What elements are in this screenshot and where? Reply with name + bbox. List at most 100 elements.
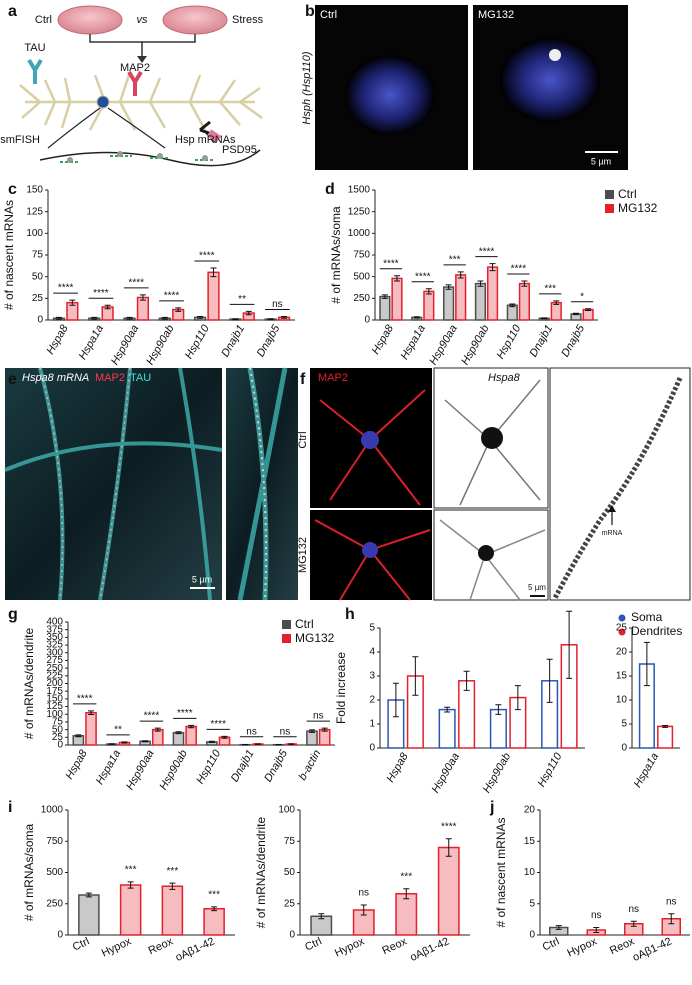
bar <box>437 846 460 936</box>
y-tick-label: 2 <box>369 695 375 706</box>
bar <box>207 271 220 321</box>
label: TAU <box>130 372 151 384</box>
error-bar <box>393 275 400 282</box>
y-tick-label: 500 <box>353 271 370 282</box>
significance-label: ns <box>591 910 602 921</box>
significance-label: **** <box>164 291 180 302</box>
y-axis-label: # of mRNAs/dendrite <box>254 816 268 928</box>
y-tick-label: 750 <box>46 836 63 847</box>
bar <box>185 725 197 746</box>
significance-label: **** <box>93 288 109 299</box>
significance-label: **** <box>441 821 457 832</box>
error-bar <box>88 710 95 716</box>
error-bar <box>175 307 182 312</box>
x-tick-label: Dnajb5 <box>255 322 283 359</box>
error-bar <box>197 316 204 319</box>
x-tick-label: Hspa1a <box>632 751 661 790</box>
panel-label: a <box>8 3 17 20</box>
label: Ctrl <box>320 9 337 21</box>
y-tick-label: 125 <box>26 206 43 217</box>
panel-label: g <box>8 606 18 623</box>
bar <box>136 296 150 321</box>
bar <box>395 893 418 936</box>
significance-label: ns <box>628 904 639 915</box>
y-tick-label: 1500 <box>348 185 371 196</box>
x-tick-label: Hspa8 <box>64 747 91 781</box>
label: Hspa8 <box>488 372 521 384</box>
significance-label: ns <box>272 299 283 310</box>
y-tick-label: 4 <box>369 647 375 658</box>
significance-label: **** <box>199 251 215 262</box>
panel-label: h <box>345 606 355 623</box>
error-bar <box>495 704 502 715</box>
y-tick-label: 100 <box>46 709 63 720</box>
error-bar <box>573 312 580 316</box>
x-tick-label: Hspa8 <box>370 322 397 356</box>
y-tick-label: 0 <box>57 930 63 941</box>
y-axis-label: # of mRNAs/soma <box>329 206 343 304</box>
y-tick-label: 75 <box>284 836 296 847</box>
significance-label: *** <box>400 871 412 882</box>
error-bar <box>121 741 128 744</box>
micrograph <box>4 367 298 601</box>
x-tick-label: Hypox <box>333 935 367 959</box>
error-bar <box>55 316 62 320</box>
y-tick-label: 5 <box>621 719 627 730</box>
significance-label: **** <box>177 708 193 719</box>
error-bar <box>585 308 592 311</box>
label: Hspa8 mRNA <box>22 372 89 384</box>
y-tick-label: 1 <box>369 719 375 730</box>
error-bar <box>245 310 252 316</box>
significance-label: **** <box>77 694 93 705</box>
x-tick-label: oAβ1-42 <box>408 935 451 964</box>
y-tick-label: 1000 <box>348 228 371 239</box>
y-tick-label: 50 <box>284 867 296 878</box>
label: Hsph (Hsp110) <box>301 51 313 124</box>
error-bar <box>267 318 274 321</box>
bar <box>306 730 318 746</box>
label: vs <box>137 14 149 26</box>
y-tick-label: 225 <box>46 670 63 681</box>
y-tick-label: 75 <box>32 250 44 261</box>
label: TAU <box>24 42 45 54</box>
legend-label: Ctrl <box>618 187 637 201</box>
panel-label: j <box>489 799 494 816</box>
scale-label: 5 µm <box>192 574 212 584</box>
x-tick-label: Hspa8 <box>384 750 411 784</box>
bar <box>423 290 435 321</box>
legend-swatch <box>605 190 614 199</box>
panel-label: d <box>325 181 335 198</box>
error-bar <box>91 316 98 320</box>
significance-label: *** <box>125 865 137 876</box>
bar <box>489 708 507 749</box>
x-tick-label: Hsp90aa <box>109 323 141 367</box>
scale-label: 5 µm <box>591 156 611 166</box>
error-bar <box>127 881 134 889</box>
x-tick-label: Dnajb5 <box>262 747 290 784</box>
error-bar <box>321 727 328 732</box>
error-bar <box>208 740 215 744</box>
legend-swatch <box>282 620 291 629</box>
label: MAP2 <box>318 372 348 384</box>
y-tick-label: 325 <box>46 640 63 651</box>
y-axis-label: # of mRNAs/dendrite <box>22 627 36 739</box>
bar <box>379 295 391 321</box>
y-tick-label: 0 <box>37 315 43 326</box>
y-tick-label: 10 <box>616 695 628 706</box>
y-axis-label: Fold increase <box>334 652 348 724</box>
error-bar <box>521 280 528 287</box>
error-bar <box>232 318 239 321</box>
significance-label: ns <box>358 888 369 899</box>
y-tick-label: 375 <box>46 624 63 635</box>
bar <box>172 731 185 746</box>
error-bar <box>403 888 410 900</box>
error-bar <box>457 271 464 279</box>
error-bar <box>643 641 650 687</box>
bar <box>474 282 487 321</box>
legend-label: Ctrl <box>295 617 314 631</box>
label: Hsp mRNAs <box>175 134 236 146</box>
error-bar <box>662 724 669 728</box>
error-bar <box>444 706 451 713</box>
y-tick-label: 200 <box>46 678 63 689</box>
